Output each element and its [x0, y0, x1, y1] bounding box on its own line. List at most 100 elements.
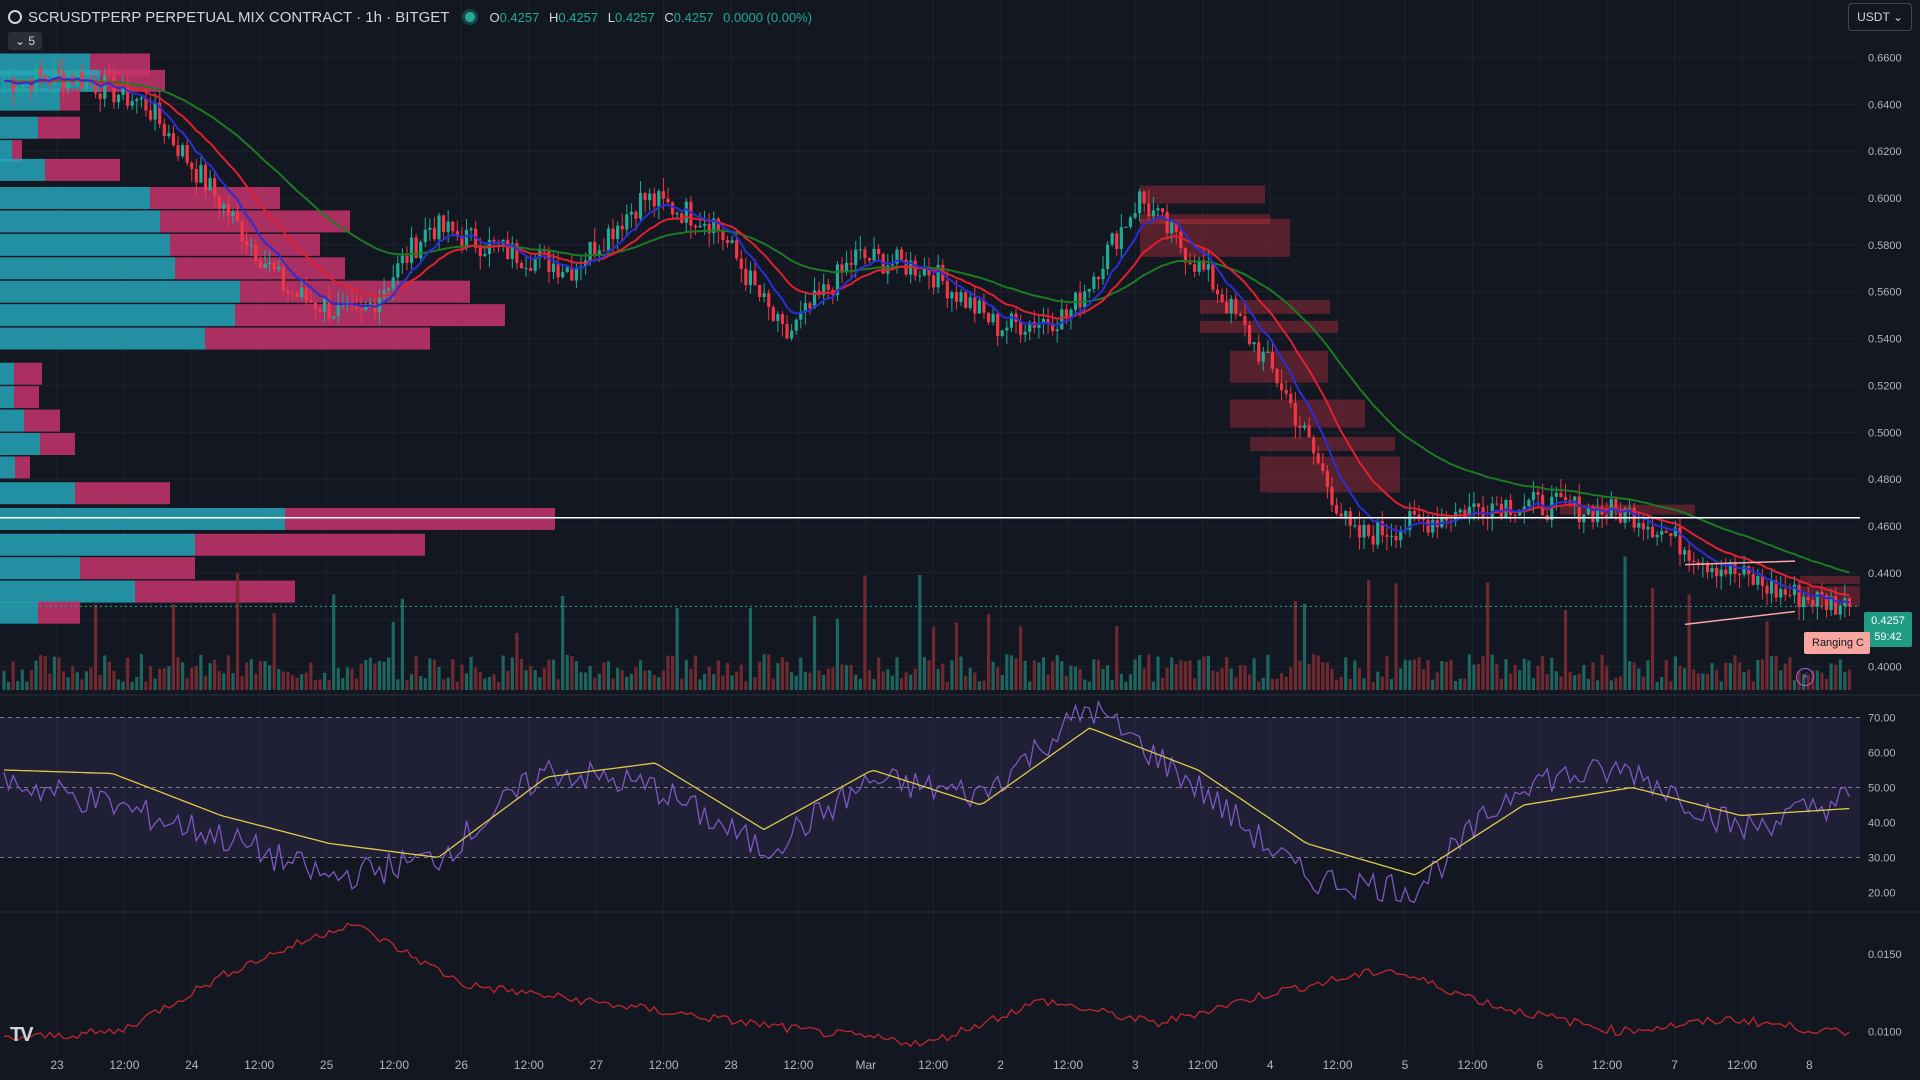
candle-body	[1811, 600, 1815, 607]
profile-up-bar	[0, 304, 235, 327]
candle-body	[1751, 573, 1755, 585]
candle	[52, 56, 56, 94]
candle-body	[1769, 580, 1774, 594]
candle-body	[634, 211, 638, 219]
candle-body	[1605, 514, 1609, 517]
volume-bar	[1605, 666, 1609, 690]
candle-body	[1481, 507, 1485, 518]
price-tick-label: 0.4400	[1868, 568, 1902, 580]
volume-bar	[1147, 654, 1151, 690]
profile-up-bar	[0, 140, 12, 163]
candle-body	[396, 263, 400, 278]
candle	[432, 216, 437, 242]
volume-bar	[1110, 680, 1114, 690]
candle-body	[176, 145, 180, 157]
volume-bar	[1728, 663, 1732, 690]
horizontal-line[interactable]	[0, 517, 1860, 607]
candle-body	[414, 237, 418, 259]
candle	[510, 236, 514, 269]
volume-bar	[1371, 681, 1375, 690]
candle-body	[34, 68, 38, 91]
candle-body	[336, 304, 340, 317]
volume-bar	[1715, 669, 1719, 690]
time-tick-label: 12:00	[1592, 1058, 1622, 1072]
rsi-tick-label: 40.00	[1868, 818, 1896, 830]
rsi-tick-label: 50.00	[1868, 783, 1896, 795]
volume-bar	[226, 655, 230, 690]
volume-bar	[1087, 681, 1091, 690]
candle	[144, 84, 148, 117]
candle-body	[1389, 535, 1394, 537]
candle	[1399, 526, 1403, 548]
volume-bar	[107, 661, 111, 690]
candle	[959, 288, 963, 307]
candle-body	[606, 228, 611, 251]
volume-bar	[1160, 677, 1165, 690]
currency-select[interactable]: USDT ⌄	[1848, 3, 1912, 31]
candle-body	[1270, 352, 1275, 369]
candle-body	[1275, 368, 1279, 384]
candle-body	[822, 284, 826, 296]
candle-body	[446, 221, 450, 232]
lightning-icon[interactable]: ⚡	[1796, 668, 1814, 686]
volume-bar	[950, 660, 954, 690]
candle-body	[483, 253, 487, 257]
volume-bar	[744, 681, 748, 690]
candle-body	[547, 251, 551, 273]
candle	[1536, 488, 1540, 508]
candle	[1243, 303, 1247, 337]
candle-body	[1316, 453, 1320, 464]
candle-body	[661, 191, 666, 199]
candle-body	[767, 293, 771, 308]
candle-body	[918, 275, 922, 277]
candle	[281, 257, 285, 295]
candle-body	[616, 225, 620, 240]
rsi-tick-label: 70.00	[1868, 713, 1896, 725]
candle-body	[707, 223, 711, 234]
symbol-title[interactable]: SCRUSDTPERP PERPETUAL MIX CONTRACT · 1h …	[28, 8, 450, 26]
profile-down-bar	[240, 280, 470, 303]
candle	[927, 257, 931, 290]
candle-body	[432, 227, 437, 240]
profile-up-bar	[0, 409, 24, 432]
candle-body	[185, 144, 189, 163]
candle-body	[1595, 506, 1600, 523]
candle-body	[103, 75, 107, 99]
candle	[327, 285, 331, 324]
candle	[116, 93, 121, 109]
time-axis[interactable]: 23 12:00 24 12:00 25 12:00 26 12:00 27 12:00 28 12:…	[50, 1058, 1813, 1072]
time-tick-label: 6	[1536, 1058, 1543, 1072]
market-status-icon[interactable]	[465, 12, 476, 22]
volume-bar	[1083, 679, 1087, 690]
volume-bars	[2, 556, 1852, 690]
candle-body	[93, 82, 98, 94]
volume-bar	[1440, 661, 1444, 690]
candle-body	[895, 249, 899, 264]
candle	[1252, 342, 1256, 353]
volume-bar	[1334, 679, 1339, 690]
candle-body	[771, 307, 775, 321]
candle	[1389, 523, 1394, 547]
volume-bar	[973, 672, 977, 690]
candle-body	[954, 292, 959, 302]
candle	[712, 211, 716, 245]
candle	[1165, 204, 1169, 240]
time-tick-label: 12:00	[109, 1058, 139, 1072]
indicators-collapse-button[interactable]: ⌄ 5	[8, 32, 42, 50]
volume-bar	[1321, 662, 1325, 690]
candle-body	[1705, 562, 1710, 573]
candle-body	[1188, 262, 1192, 265]
candle	[1128, 215, 1133, 230]
volume-bar	[6, 681, 11, 690]
candle-body	[991, 313, 995, 323]
candle	[336, 290, 340, 324]
volume-bar	[263, 661, 267, 690]
volume-bar	[1719, 681, 1723, 690]
volume-bar	[1220, 667, 1224, 690]
profile-up-bar	[0, 533, 195, 556]
candle	[1376, 519, 1380, 549]
volume-bar	[1403, 659, 1407, 690]
candle-body	[803, 303, 807, 312]
volume-bar	[368, 657, 372, 690]
